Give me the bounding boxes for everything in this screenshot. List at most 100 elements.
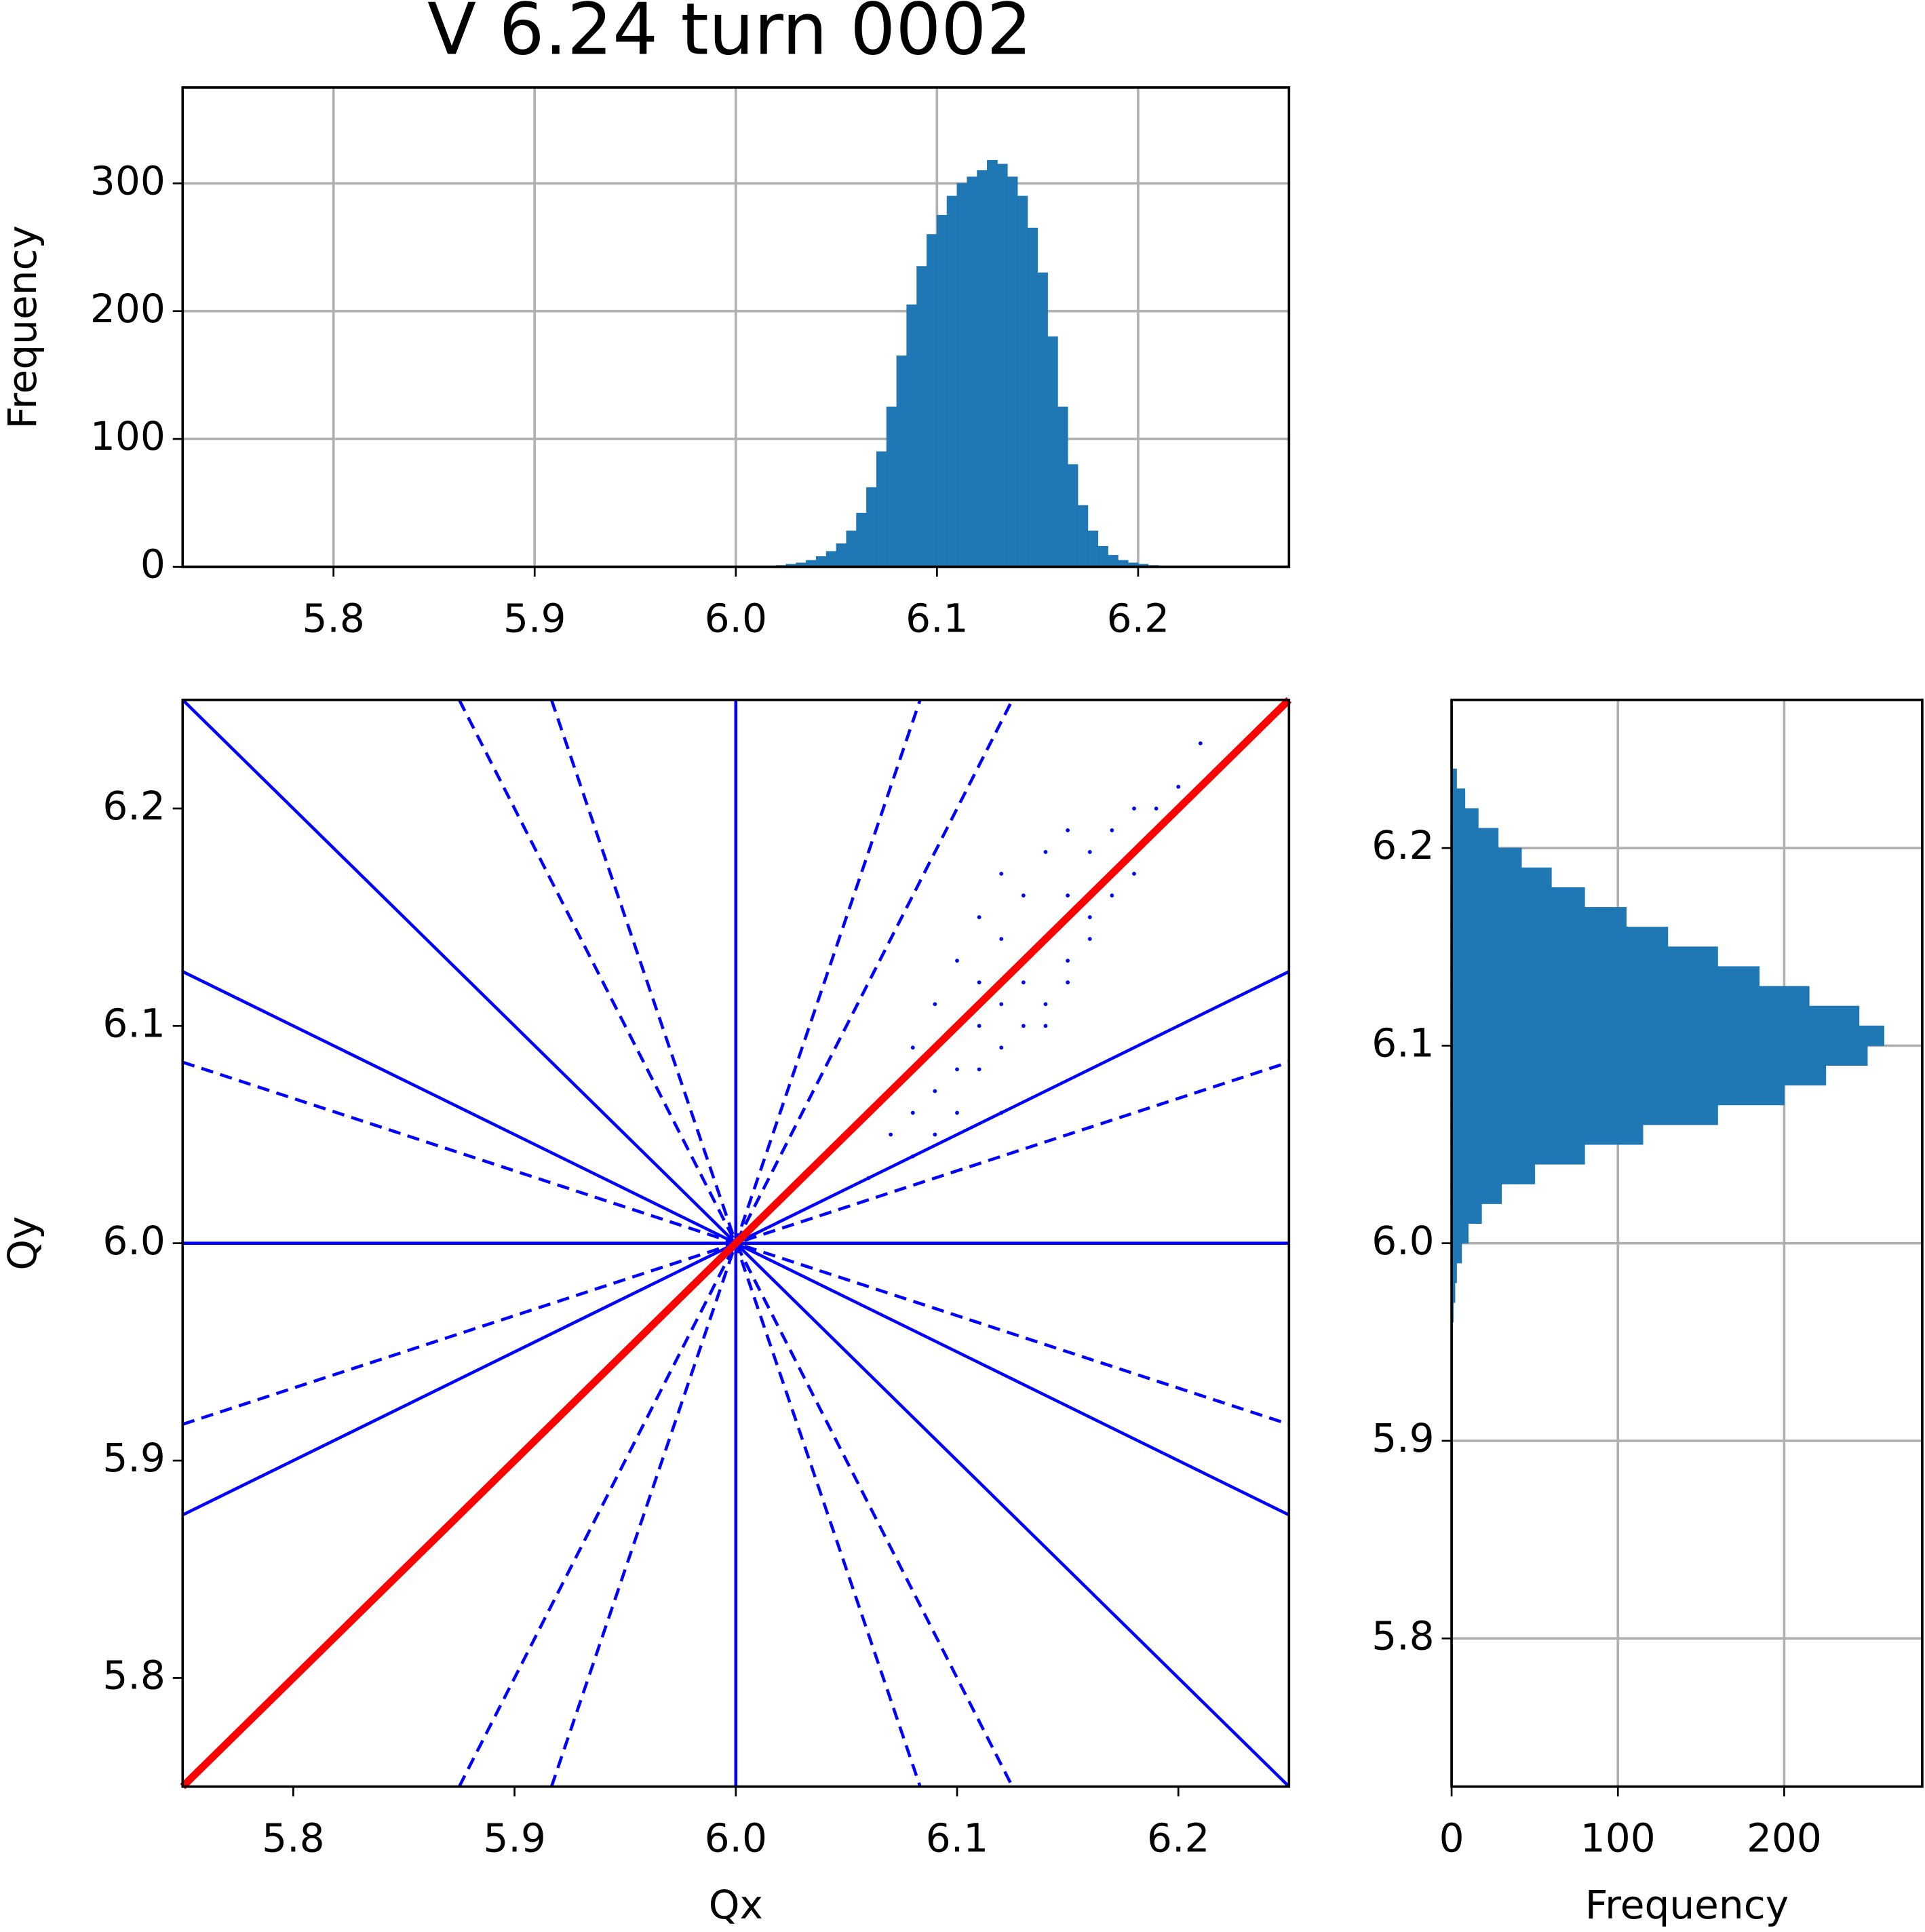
point: [910, 1045, 915, 1050]
y-axis-label: Qy: [0, 1216, 45, 1271]
resonance-line: [458, 699, 1014, 1788]
bar: [1451, 946, 1718, 967]
point: [999, 872, 1004, 876]
bar: [977, 170, 988, 567]
bar: [1451, 966, 1760, 987]
x-tick-label: 6.1: [906, 596, 968, 642]
point: [999, 937, 1004, 942]
bar: [1451, 1203, 1482, 1224]
bar: [1451, 1223, 1469, 1244]
bar: [1057, 406, 1068, 567]
bar: [936, 214, 948, 567]
bar: [927, 234, 937, 567]
x-axis-label: Frequency: [1585, 1882, 1789, 1928]
bar: [1067, 464, 1078, 567]
point: [1087, 850, 1092, 854]
point: [977, 980, 981, 985]
bar: [846, 530, 857, 567]
point: [1087, 937, 1092, 942]
point: [977, 1067, 981, 1072]
y-tick-label: 6.2: [102, 783, 165, 829]
bar: [1077, 505, 1089, 567]
bar: [836, 543, 847, 567]
x-tick-label: 5.8: [302, 596, 364, 642]
point: [933, 1002, 937, 1007]
x-tick-label: 6.1: [926, 1815, 988, 1861]
bar: [956, 182, 968, 567]
point: [1043, 1002, 1048, 1007]
point: [1066, 828, 1070, 832]
point: [1021, 893, 1026, 897]
y-axis-label: Frequency: [0, 225, 45, 429]
point: [1176, 784, 1181, 789]
bar: [825, 551, 837, 567]
y-tick-label: 100: [90, 413, 166, 459]
bar: [987, 159, 998, 567]
bar: [815, 556, 827, 567]
plot-frame: [181, 698, 1291, 1788]
bar: [876, 451, 887, 567]
point: [999, 1045, 1004, 1050]
bar: [856, 512, 868, 567]
chart-title: V 6.24 turn 0002: [427, 0, 1032, 71]
bar: [1451, 907, 1627, 928]
resonance-line: [180, 697, 1292, 1790]
point: [1066, 959, 1070, 963]
point: [1021, 1024, 1026, 1028]
bar: [1047, 336, 1058, 567]
point: [1021, 980, 1026, 985]
y-tick-label: 6.2: [1372, 822, 1434, 868]
bar: [1451, 867, 1552, 888]
y-tick-label: 5.9: [102, 1435, 165, 1481]
bar: [1451, 1025, 1884, 1046]
y-tick-label: 6.1: [1372, 1020, 1434, 1066]
point: [1132, 806, 1136, 811]
bar: [1451, 1104, 1718, 1125]
point: [977, 1024, 981, 1028]
bar: [1451, 1163, 1536, 1184]
x-tick-label: 6.0: [705, 1815, 767, 1861]
bar: [1451, 828, 1499, 849]
bar: [866, 487, 877, 567]
y-tick-label: 300: [90, 157, 166, 204]
point: [1043, 1024, 1048, 1028]
bar: [1451, 1045, 1868, 1066]
bar: [886, 406, 897, 567]
point: [955, 1067, 959, 1072]
x-tick-label: 6.0: [705, 596, 767, 642]
x-axis-label: Qx: [709, 1882, 763, 1928]
bar: [1451, 887, 1585, 908]
bar: [916, 266, 927, 567]
bar: [1451, 847, 1522, 868]
bar: [1451, 1144, 1585, 1165]
bar: [906, 304, 918, 567]
point: [1087, 915, 1092, 919]
bar: [1451, 1243, 1462, 1264]
point: [1066, 893, 1070, 897]
bar: [1027, 227, 1038, 567]
point: [955, 959, 959, 963]
point: [910, 1110, 915, 1115]
bar: [1017, 195, 1028, 567]
bar: [1037, 272, 1048, 567]
point: [1066, 980, 1070, 985]
point: [933, 1132, 937, 1137]
bar: [1451, 1065, 1827, 1086]
point: [889, 1132, 893, 1137]
point: [1198, 741, 1203, 746]
x-tick-label: 6.2: [1147, 1815, 1209, 1861]
x-tick-label: 0: [1439, 1815, 1464, 1861]
bar: [1451, 986, 1810, 1007]
x-tick-label: 5.8: [262, 1815, 324, 1861]
bar: [1451, 1085, 1785, 1106]
x-tick-label: 200: [1747, 1815, 1822, 1861]
point: [1110, 828, 1114, 832]
bar: [1451, 808, 1479, 829]
bar: [1451, 927, 1669, 948]
bar: [1451, 1124, 1644, 1145]
y-tick-label: 5.9: [1372, 1415, 1434, 1461]
point: [933, 1089, 937, 1094]
plot-frame: [1450, 698, 1924, 1788]
